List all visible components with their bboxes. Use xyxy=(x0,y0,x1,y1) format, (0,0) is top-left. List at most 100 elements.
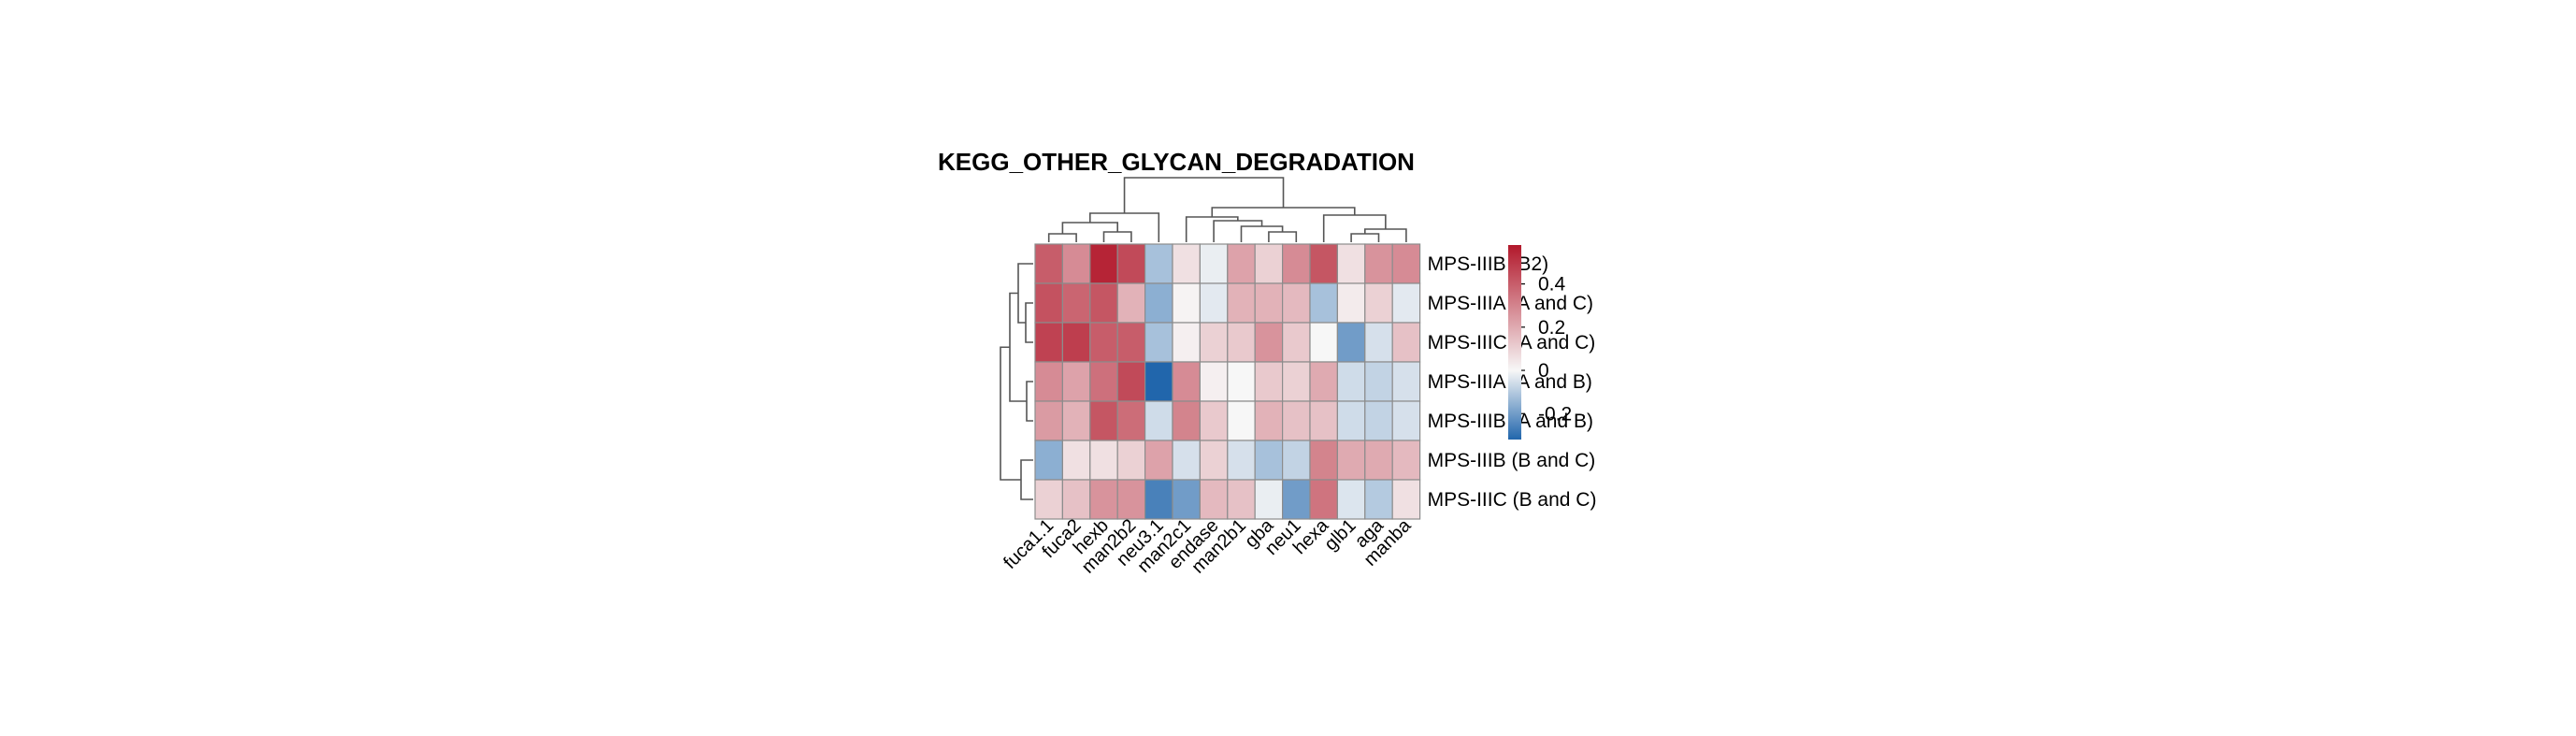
colorbar-tick-label: 0.4 xyxy=(1538,274,1566,296)
heatmap-cell xyxy=(1254,479,1284,520)
heatmap-cell xyxy=(1391,243,1421,284)
heatmap-cell xyxy=(1061,322,1091,363)
heatmap-cell xyxy=(1172,243,1201,284)
dendrogram-branch xyxy=(1364,228,1407,242)
heatmap-cell xyxy=(1034,282,1063,324)
heatmap-cell xyxy=(1281,322,1311,363)
heatmap-cell xyxy=(1281,440,1311,481)
heatmap-cell xyxy=(1199,400,1229,441)
heatmap-cell xyxy=(1309,400,1338,441)
dendrogram-branch xyxy=(1268,231,1298,242)
heatmap-cell xyxy=(1116,322,1146,363)
heatmap-cell xyxy=(1089,282,1118,324)
heatmap-cell xyxy=(1116,361,1146,402)
heatmap-cell xyxy=(1199,322,1229,363)
heatmap-cell xyxy=(1089,361,1118,402)
heatmap-cell xyxy=(1089,400,1118,441)
heatmap-cell xyxy=(1281,361,1311,402)
heatmap-cell xyxy=(1144,479,1173,520)
heatmap-cell xyxy=(1227,361,1256,402)
heatmap-cell xyxy=(1391,440,1421,481)
heatmap-cell xyxy=(1227,282,1256,324)
heatmap-cell xyxy=(1116,243,1146,284)
heatmap-cell xyxy=(1336,243,1366,284)
dendrogram-branch xyxy=(1089,212,1160,242)
heatmap-cell xyxy=(1199,440,1229,481)
dendrogram-branch xyxy=(1213,220,1263,242)
heatmap-cell xyxy=(1336,400,1366,441)
heatmap-cell xyxy=(1144,440,1173,481)
heatmap-cell xyxy=(1061,440,1091,481)
heatmap-cell xyxy=(1336,440,1366,481)
heatmap-cell xyxy=(1281,282,1311,324)
heatmap-cell xyxy=(1116,440,1146,481)
heatmap-cell xyxy=(1089,243,1118,284)
heatmap-cell xyxy=(1364,282,1393,324)
heatmap-cell xyxy=(1116,400,1146,441)
colorbar-tick-label: 0 xyxy=(1538,360,1549,382)
heatmap-cell xyxy=(1364,243,1393,284)
heatmap-cell xyxy=(1364,361,1393,402)
heatmap-cell xyxy=(1281,479,1311,520)
heatmap-cell xyxy=(1391,282,1421,324)
dendrogram-branch xyxy=(1123,177,1285,213)
row-label: MPS-IIIB (B2) xyxy=(1428,253,1549,275)
chart-title: KEGG_OTHER_GLYCAN_DEGRADATION xyxy=(938,148,1415,176)
heatmap-cell xyxy=(1254,322,1284,363)
heatmap-cell xyxy=(1254,282,1284,324)
heatmap-cell xyxy=(1034,440,1063,481)
heatmap-cell xyxy=(1199,243,1229,284)
heatmap-cell xyxy=(1144,361,1173,402)
heatmap-cell xyxy=(1061,479,1091,520)
heatmap-cell xyxy=(1364,400,1393,441)
heatmap-cell xyxy=(1172,361,1201,402)
heatmap-cell xyxy=(1227,440,1256,481)
heatmap-cell xyxy=(1309,282,1338,324)
heatmap-cell xyxy=(1227,322,1256,363)
dendrogram-branch xyxy=(1000,346,1021,481)
heatmap-cell xyxy=(1391,322,1421,363)
heatmap-cell xyxy=(1172,440,1201,481)
heatmap-cell xyxy=(1309,322,1338,363)
heatmap-cell xyxy=(1309,479,1338,520)
dendrogram-branch xyxy=(1047,233,1077,242)
dendrogram-branch xyxy=(1240,225,1284,242)
heatmap-cell xyxy=(1391,361,1421,402)
heatmap-cell xyxy=(1391,400,1421,441)
heatmap-cell xyxy=(1254,361,1284,402)
row-label: MPS-IIIB (B and C) xyxy=(1428,450,1596,471)
heatmap-cell xyxy=(1034,361,1063,402)
heatmap-cell xyxy=(1144,322,1173,363)
heatmap-cell xyxy=(1116,282,1146,324)
heatmap-cell xyxy=(1034,400,1063,441)
heatmap-cell xyxy=(1144,243,1173,284)
heatmap-cell xyxy=(1199,282,1229,324)
heatmap-cell xyxy=(1034,479,1063,520)
row-label: MPS-IIIC (B and C) xyxy=(1428,489,1597,511)
dendrogram-branch xyxy=(1350,233,1380,242)
heatmap-cell xyxy=(1364,322,1393,363)
heatmap-cell xyxy=(1364,479,1393,520)
colorbar-tick-label: 0.2 xyxy=(1538,317,1565,339)
row-dendrogram xyxy=(1000,263,1033,500)
heatmap-cell xyxy=(1199,361,1229,402)
heatmap-cell xyxy=(1061,400,1091,441)
heatmap-cell xyxy=(1336,282,1366,324)
dendrogram-branch xyxy=(1025,302,1033,343)
heatmap-cells xyxy=(1034,243,1421,520)
heatmap-cell xyxy=(1061,243,1091,284)
heatmap-cell xyxy=(1199,479,1229,520)
dendrogram-branch xyxy=(1020,459,1033,500)
heatmap-cell xyxy=(1281,243,1311,284)
heatmap-cell xyxy=(1034,243,1063,284)
heatmap-cell xyxy=(1144,282,1173,324)
column-labels: fuca1.1fuca2hexbman2b2neu3.1man2c1endase… xyxy=(1000,514,1416,577)
heatmap-cell xyxy=(1254,243,1284,284)
heatmap-cell xyxy=(1281,400,1311,441)
heatmap-cell xyxy=(1309,361,1338,402)
dendrogram-branch xyxy=(1102,231,1132,242)
heatmap-cell xyxy=(1364,440,1393,481)
heatmap-cell xyxy=(1227,479,1256,520)
heatmap-cell xyxy=(1144,400,1173,441)
